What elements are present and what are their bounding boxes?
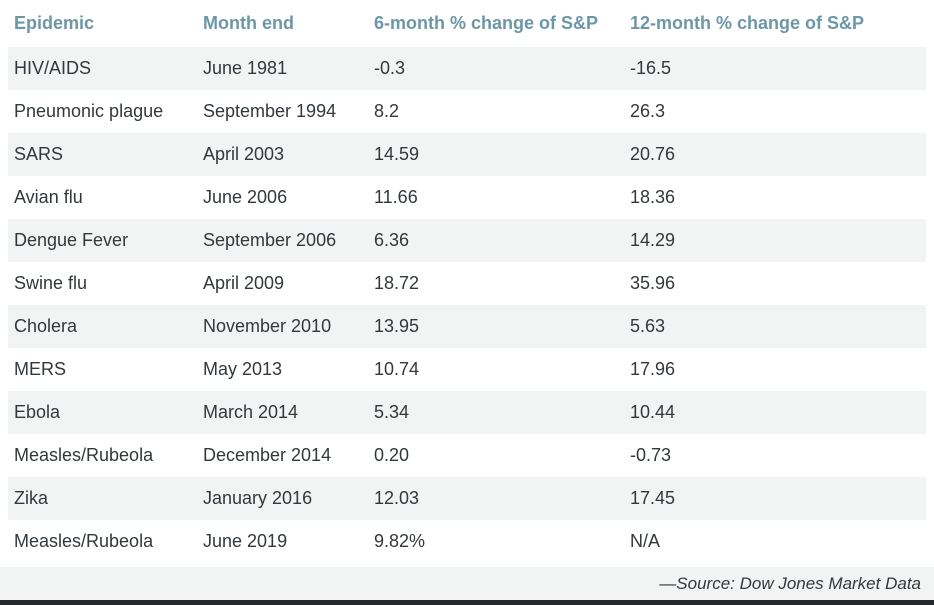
table-cell: -0.3 — [374, 58, 406, 78]
table-cell: September 1994 — [203, 101, 337, 121]
table-cell: Measles/Rubeola — [14, 445, 154, 465]
row-divider-gap — [0, 563, 934, 567]
table-body: HIV/AIDS June 1981 -0.3 -16.5 Pneumonic plag… — [0, 47, 934, 563]
table-cell: Cholera — [14, 316, 78, 336]
table-cell: 35.96 — [630, 273, 676, 293]
table-cell: 0.20 — [374, 445, 410, 465]
table-cell: Swine flu — [14, 273, 88, 293]
table-cell: 11.66 — [374, 187, 418, 207]
table-row: HIV/AIDS June 1981 -0.3 -16.5 — [8, 47, 926, 90]
table-cell: 18.72 — [374, 273, 420, 293]
table-cell: January 2016 — [203, 488, 313, 508]
table-cell: 10.74 — [374, 359, 420, 379]
bottom-border-bar — [0, 600, 934, 605]
source-attribution-text: —Source: Dow Jones Market Data — [659, 573, 921, 593]
table-row: Zika January 2016 12.03 17.45 — [8, 477, 926, 520]
table-cell: 5.34 — [374, 402, 410, 422]
table-row: SARS April 2003 14.59 20.76 — [8, 133, 926, 176]
table-row: Cholera November 2010 13.95 5.63 — [8, 305, 926, 348]
table-row: MERS May 2013 10.74 17.96 — [8, 348, 926, 391]
table-cell: -0.73 — [630, 445, 672, 465]
table-row: Swine flu April 2009 18.72 35.96 — [8, 262, 926, 305]
table-cell: Avian flu — [14, 187, 83, 207]
table-cell: 12.03 — [374, 488, 420, 508]
table-row: Measles/Rubeola December 2014 0.20 -0.73 — [8, 434, 926, 477]
table-cell: 14.59 — [374, 144, 420, 164]
table-cell: June 1981 — [203, 58, 288, 78]
table-cell: November 2010 — [203, 316, 332, 336]
table-cell: 13.95 — [374, 316, 420, 336]
table-cell: September 2006 — [203, 230, 337, 250]
table-cell: MERS — [14, 359, 67, 379]
table-row: Avian flu June 2006 11.66 18.36 — [8, 176, 926, 219]
table-cell: 9.82% — [374, 531, 426, 551]
table-row: Pneumonic plague September 1994 8.2 26.3 — [8, 90, 926, 133]
column-header-12-month-change: 12-month % change of S&P — [630, 13, 865, 33]
table-cell: 14.29 — [630, 230, 676, 250]
table-cell: 17.96 — [630, 359, 676, 379]
table-cell: 17.45 — [630, 488, 676, 508]
table-cell: N/A — [630, 531, 661, 551]
table-row: Dengue Fever September 2006 6.36 14.29 — [8, 219, 926, 262]
table-row: Measles/Rubeola June 2019 9.82% N/A — [8, 520, 926, 563]
table-cell: HIV/AIDS — [14, 58, 92, 78]
table-cell: SARS — [14, 144, 64, 164]
table-cell: 5.63 — [630, 316, 666, 336]
table-cell: June 2019 — [203, 531, 288, 551]
table-cell: 8.2 — [374, 101, 400, 121]
table-cell: Dengue Fever — [14, 230, 129, 250]
table-cell: March 2014 — [203, 402, 299, 422]
table-cell: 10.44 — [630, 402, 676, 422]
table-cell: April 2003 — [203, 144, 285, 164]
column-header-month-end: Month end — [203, 13, 294, 33]
table-cell: 26.3 — [630, 101, 666, 121]
table-cell: -16.5 — [630, 58, 672, 78]
source-attribution-row: —Source: Dow Jones Market Data — [0, 567, 934, 600]
column-header-6-month-change: 6-month % change of S&P — [374, 13, 599, 33]
table-cell: Zika — [14, 488, 49, 508]
table-cell: 6.36 — [374, 230, 410, 250]
table-cell: Pneumonic plague — [14, 101, 164, 121]
column-header-epidemic: Epidemic — [14, 13, 95, 33]
table-cell: 18.36 — [630, 187, 676, 207]
table-cell: June 2006 — [203, 187, 288, 207]
table-row: Ebola March 2014 5.34 10.44 — [8, 391, 926, 434]
table-header-row: Epidemic Month end 6-month % change of S… — [8, 0, 926, 47]
table-cell: Ebola — [14, 402, 61, 422]
table-cell: April 2009 — [203, 273, 285, 293]
table-cell: 20.76 — [630, 144, 676, 164]
table-cell: December 2014 — [203, 445, 332, 465]
table-cell: Measles/Rubeola — [14, 531, 154, 551]
table-cell: May 2013 — [203, 359, 283, 379]
